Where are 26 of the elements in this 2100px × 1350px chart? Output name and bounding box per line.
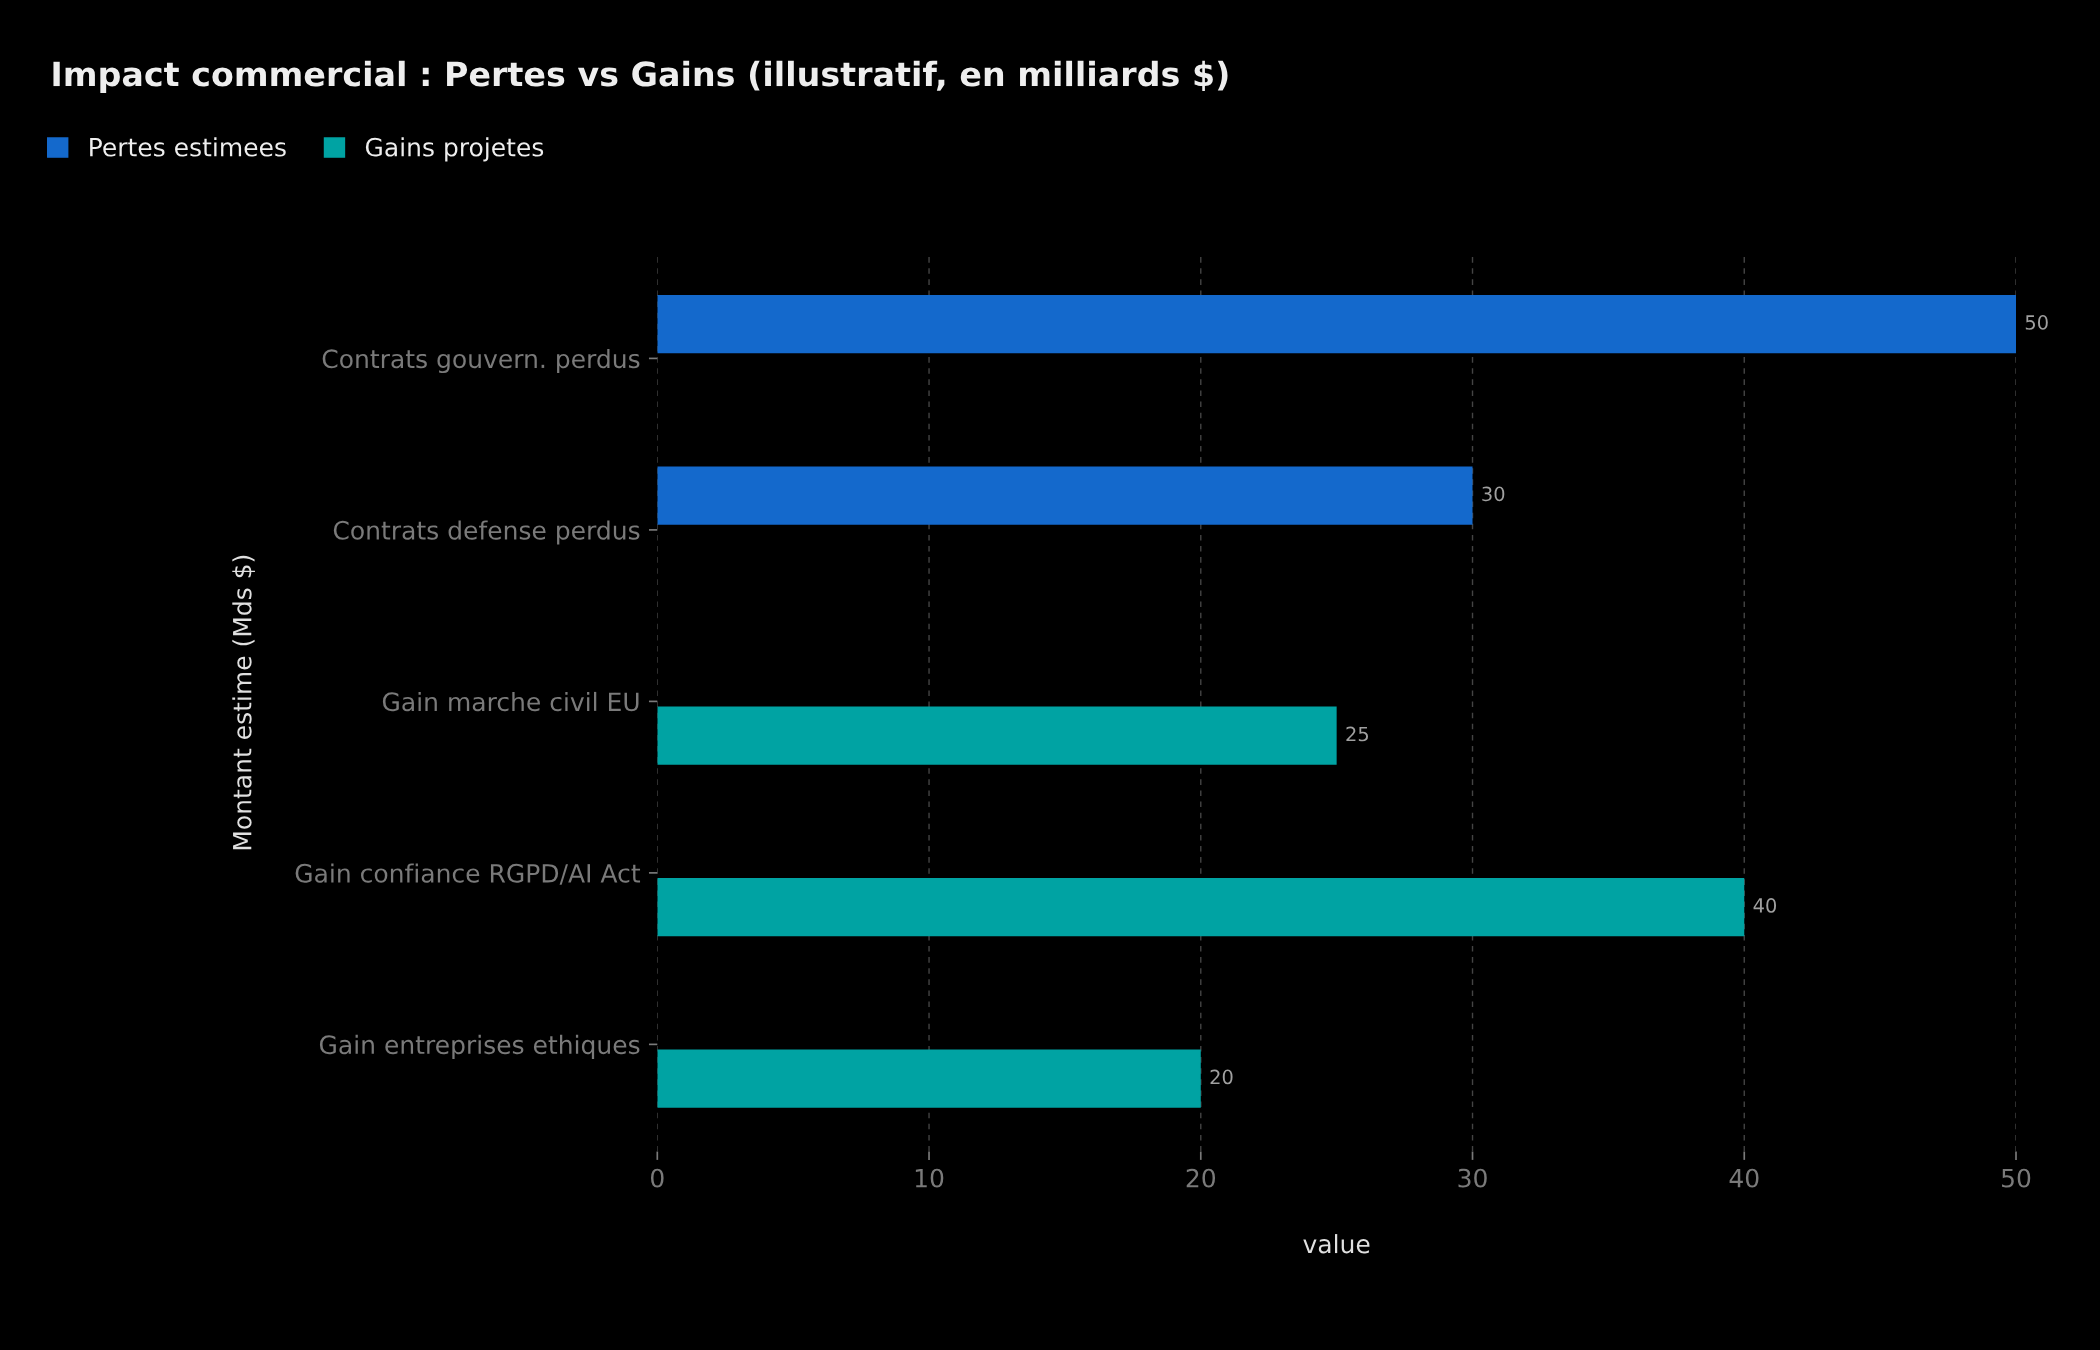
- bar: [657, 706, 1337, 765]
- x-tick-label: 20: [1186, 1168, 1216, 1188]
- y-tick-label: Gain entreprises ethiques: [319, 1034, 640, 1060]
- chart-title: Impact commercial : Pertes vs Gains (illustratif, en milliards $): [53, 60, 1228, 94]
- bar: [657, 294, 2016, 354]
- data-label: 30: [1482, 486, 1505, 502]
- y-axis-title: Montant estime (Mds $): [232, 555, 255, 850]
- x-tick-label: 0: [651, 1168, 664, 1188]
- data-label: 25: [1346, 726, 1369, 742]
- data-label: 40: [1753, 898, 1777, 913]
- y-tick-label: Gain confiance RGPD/AI Act: [295, 863, 641, 885]
- bar: [657, 1049, 1201, 1108]
- data-label: 20: [1210, 1069, 1233, 1085]
- legend-label: Pertes estimees: [90, 137, 286, 157]
- legend-label: Gains projetes: [365, 137, 544, 162]
- x-axis-title: value: [1303, 1234, 1370, 1254]
- bar: [657, 878, 1745, 937]
- bar: [657, 466, 1473, 525]
- x-tick-label: 50: [2002, 1168, 2031, 1188]
- y-tick-label: Contrats gouvern. perdus: [322, 348, 640, 374]
- x-tick-label: 40: [1729, 1168, 1759, 1188]
- data-label: 50: [2025, 315, 2048, 330]
- y-tick-label: Gain marche civil EU: [382, 691, 639, 712]
- y-tick-label: Contrats defense perdus: [333, 520, 640, 545]
- x-tick-label: 30: [1458, 1168, 1487, 1188]
- x-tick-label: 10: [915, 1168, 944, 1188]
